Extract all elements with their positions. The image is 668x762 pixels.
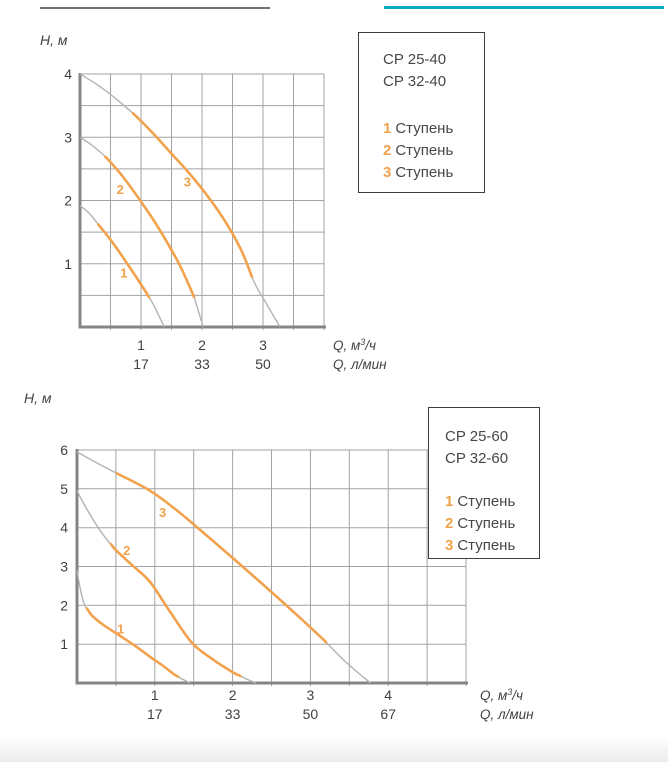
y-tick-label: 4 (64, 66, 72, 82)
x-tick-label-m3h: 3 (307, 687, 315, 703)
curve-stage-2 (104, 155, 196, 299)
model-name: CP 25-40 (383, 51, 447, 68)
model-name: CP 25-60 (445, 428, 509, 445)
curve-stage-2-label: 2 (117, 182, 124, 197)
curve-stage-1-label: 1 (117, 621, 124, 636)
model-list: CP 25-40 CP 32-40 (383, 49, 484, 93)
curve-stage-3-gray-tail (76, 451, 371, 684)
x-axis-unit-m3h: Q, м3/ч (333, 337, 376, 353)
y-tick-label: 3 (60, 559, 68, 575)
x-tick-label-lmin: 17 (147, 706, 163, 722)
x-tick-label-m3h: 3 (259, 337, 267, 353)
x-tick-label-lmin: 33 (225, 706, 241, 722)
curve-stage-3-label: 3 (159, 505, 166, 520)
y-tick-label: 6 (60, 442, 68, 458)
x-tick-label-lmin: 67 (380, 706, 396, 722)
y-axis-title: H, м (24, 390, 52, 406)
y-tick-label: 3 (64, 129, 72, 145)
curve-stage-2 (109, 543, 242, 678)
legend-box-cp60: CP 25-60 CP 32-60 1 Ступень 2 Ступень 3 Сту… (428, 407, 540, 559)
y-tick-label: 2 (60, 597, 68, 613)
curve-stage-2-gray-tail (76, 490, 257, 684)
x-axis-unit-lmin: Q, л/мин (333, 357, 387, 372)
stage-number: 2 (445, 515, 454, 532)
model-list: CP 25-60 CP 32-60 (445, 426, 539, 470)
legend-stage-row: 2 Ступень (445, 513, 539, 535)
top-left-divider-rule (40, 7, 270, 9)
stage-number: 3 (383, 164, 392, 181)
stage-label: Ступень (395, 164, 454, 181)
y-axis-title: H, м (40, 32, 68, 48)
stage-number: 2 (383, 142, 392, 159)
curve-stage-1 (85, 607, 180, 678)
x-axis-unit-m3h: Q, м3/ч (480, 687, 523, 703)
legend-stage-row: 3 Ступень (383, 162, 484, 184)
stage-number: 3 (445, 537, 454, 554)
pump-curve-chart-cp60: 1 2 3 6 5 4 3 2 1 1 2 3 4 17 33 50 67 Q, м3/ч Q, л/мин H, м (24, 390, 534, 722)
legend-stage-row: 2 Ступень (383, 140, 484, 162)
curve-stage-3-label: 3 (184, 175, 191, 190)
x-tick-label-m3h: 2 (198, 337, 206, 353)
stage-list: 1 Ступень 2 Ступень 3 Ступень (445, 491, 539, 557)
model-name: CP 32-40 (383, 73, 447, 90)
x-tick-label-m3h: 2 (229, 687, 237, 703)
curve-stage-1-gray-tail (76, 570, 191, 684)
curve-stage-3 (131, 112, 254, 279)
y-tick-label: 2 (64, 193, 72, 209)
top-right-divider-rule (384, 6, 664, 9)
pump-curve-chart-cp40: 1 2 3 4 3 2 1 1 2 3 17 33 50 Q, м3/ч Q, л/мин H, м (40, 32, 387, 372)
stage-label: Ступень (457, 515, 516, 532)
x-tick-label-m3h: 4 (384, 687, 392, 703)
y-tick-label: 5 (60, 481, 68, 497)
legend-stage-row: 1 Ступень (445, 491, 539, 513)
x-axis-unit-lmin: Q, л/мин (480, 707, 534, 722)
x-tick-label-m3h: 1 (151, 687, 159, 703)
curve-stage-1-label: 1 (120, 266, 127, 281)
y-tick-label: 1 (60, 636, 68, 652)
curve-stage-2-label: 2 (123, 543, 130, 558)
page-bottom-fade (0, 735, 668, 762)
x-tick-label-m3h: 1 (137, 337, 145, 353)
stage-number: 1 (383, 120, 392, 137)
x-tick-label-lmin: 50 (303, 706, 319, 722)
stage-number: 1 (445, 493, 454, 510)
stage-label: Ступень (457, 537, 516, 554)
y-tick-label: 4 (60, 520, 68, 536)
x-tick-label-lmin: 50 (255, 356, 271, 372)
stage-label: Ступень (395, 120, 454, 137)
stage-list: 1 Ступень 2 Ступень 3 Ступень (383, 118, 484, 184)
stage-label: Ступень (457, 493, 516, 510)
x-tick-label-lmin: 33 (194, 356, 210, 372)
legend-box-cp40: CP 25-40 CP 32-40 1 Ступень 2 Ступень 3 Сту… (358, 32, 485, 193)
y-tick-label: 1 (64, 256, 72, 272)
x-tick-label-lmin: 17 (133, 356, 149, 372)
legend-stage-row: 3 Ступень (445, 535, 539, 557)
curve-stage-3 (115, 472, 328, 644)
stage-label: Ступень (395, 142, 454, 159)
curve-stage-1 (97, 223, 151, 299)
model-name: CP 32-60 (445, 450, 509, 467)
legend-stage-row: 1 Ступень (383, 118, 484, 140)
